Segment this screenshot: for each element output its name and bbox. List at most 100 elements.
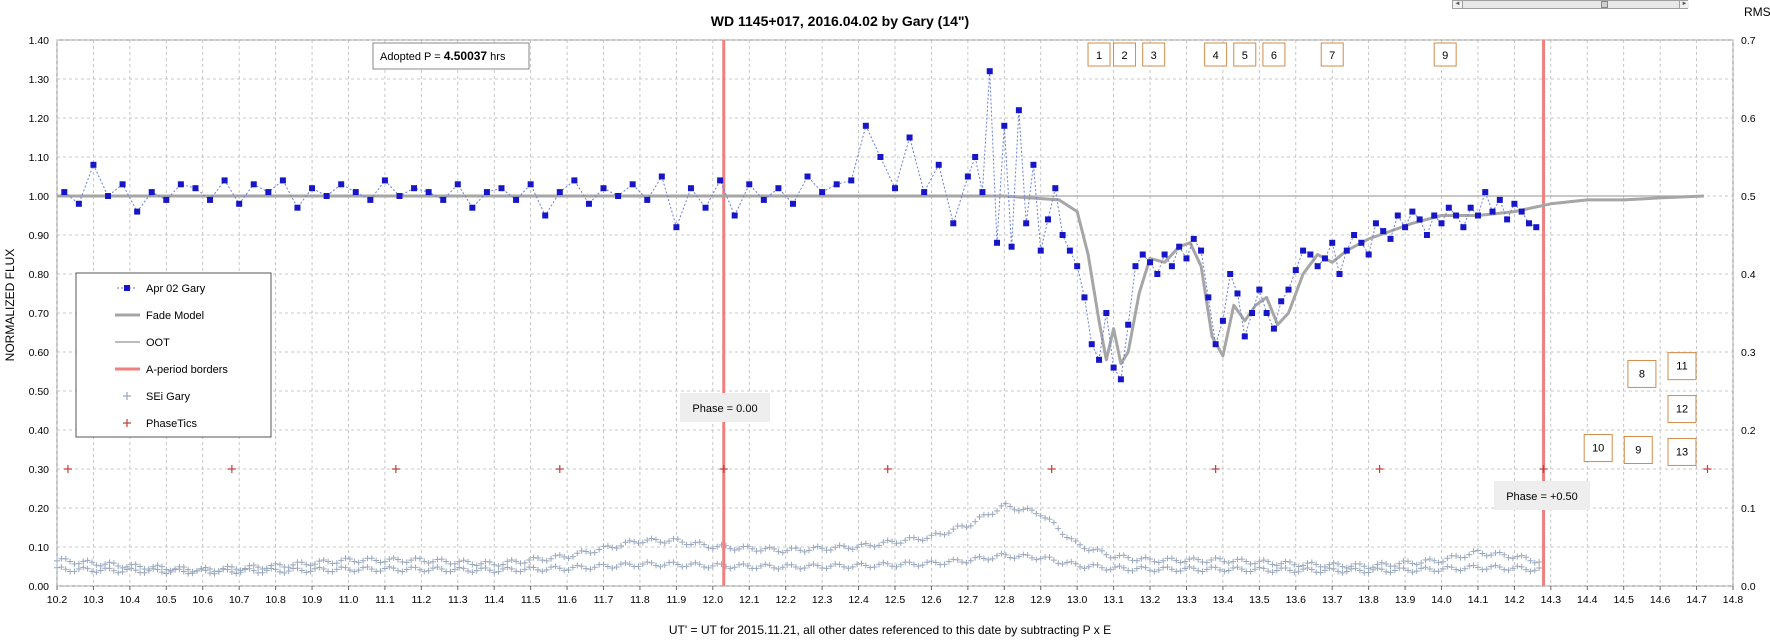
sei-marker (683, 563, 690, 570)
y-tick-label: 0.80 (29, 269, 50, 281)
sei-marker (1238, 566, 1245, 573)
sei-marker (425, 567, 432, 574)
flux-point (600, 185, 607, 192)
sei-marker (736, 561, 743, 568)
sei-marker (215, 568, 222, 575)
flux-point (542, 212, 549, 219)
sei-marker (1217, 555, 1223, 562)
sei-marker (779, 564, 786, 571)
sei-marker (1466, 562, 1473, 569)
sei-marker (1081, 545, 1088, 552)
sei-marker (320, 556, 327, 563)
y-tick-label: 0.90 (29, 230, 50, 242)
sei-marker (163, 570, 170, 577)
scroll-left-icon[interactable]: ◄ (1453, 1, 1463, 8)
flux-point (1438, 220, 1445, 227)
flux-point (1504, 216, 1511, 223)
phase-tic-marker (391, 465, 400, 473)
sei-marker (381, 565, 388, 572)
event-box (1233, 42, 1257, 67)
flux-point (1533, 224, 1540, 231)
event-box (1087, 42, 1111, 67)
phase-tic-marker (63, 465, 72, 473)
x-tick-label: 10.4 (120, 594, 141, 606)
sei-marker (1098, 564, 1105, 571)
flux-point (396, 193, 403, 199)
sei-marker (985, 556, 992, 563)
phase-tic-marker (1047, 465, 1056, 473)
flux-point (1045, 216, 1052, 223)
sei-marker (849, 546, 856, 553)
sei-marker (1160, 557, 1167, 564)
sei-marker (959, 559, 966, 566)
sei-marker (578, 563, 585, 570)
event-box-label: 2 (1121, 50, 1127, 62)
sei-marker (421, 568, 428, 575)
sei-marker (333, 566, 340, 573)
event-box (1583, 434, 1613, 463)
sei-marker (1011, 555, 1018, 562)
flux-point (1117, 376, 1124, 383)
sei-marker (994, 552, 1001, 559)
flux-point (1205, 294, 1212, 301)
sei-marker (819, 545, 826, 552)
sei-marker (591, 549, 598, 556)
sei-marker (740, 560, 747, 567)
scrollbar-widget[interactable]: ◄ ► (1452, 0, 1689, 9)
flux-point (1081, 294, 1088, 301)
x-tick-label: 11.2 (412, 594, 432, 606)
flux-point (134, 208, 141, 215)
flux-series (61, 68, 1540, 383)
sei-marker (670, 559, 677, 566)
scroll-right-icon[interactable]: ► (1679, 1, 1689, 8)
flux-point (1066, 247, 1073, 254)
sei-marker (578, 547, 585, 554)
sei-marker (1361, 563, 1368, 570)
sei-marker (1046, 554, 1053, 561)
sei-marker (1094, 546, 1101, 553)
sei-marker (1348, 565, 1355, 572)
sei-marker (451, 560, 458, 567)
flux-point (1285, 286, 1292, 293)
flux-point (279, 177, 286, 184)
sei-marker (1050, 557, 1057, 564)
sei-marker (871, 543, 878, 550)
sei-marker (757, 562, 764, 569)
sei-marker (626, 561, 633, 568)
sei-marker (473, 567, 480, 574)
sei-marker (110, 567, 117, 574)
sei-marker (784, 547, 791, 554)
sei-marker (228, 563, 235, 570)
flux-point (848, 177, 855, 184)
sei-marker (360, 557, 367, 564)
sei-marker (679, 539, 686, 546)
y-tick-label: 1.30 (29, 74, 50, 86)
sei-marker (119, 568, 126, 575)
sei-marker (1251, 566, 1258, 573)
flux-point (90, 161, 97, 168)
sei-marker (1383, 568, 1390, 575)
sei-marker (1461, 554, 1468, 561)
sei-marker (884, 560, 891, 567)
sei-marker (1291, 569, 1298, 576)
event-box-label: 4 (1213, 50, 1219, 62)
sei-marker (1028, 507, 1035, 514)
sei-marker (1063, 559, 1070, 566)
sei-marker (84, 557, 91, 564)
sei-marker (1094, 562, 1101, 569)
sei-marker (1536, 565, 1543, 572)
flux-point (775, 185, 782, 192)
sei-marker (652, 536, 659, 543)
sei-marker (1400, 565, 1407, 572)
sei-marker (97, 567, 104, 574)
sei-marker (1125, 554, 1132, 561)
y-axis-ticks: 0.00 0.10 0.20 0.30 0.40 0.50 0.60 0.70 0.80 0.90… (29, 35, 50, 593)
sei-marker (552, 563, 559, 570)
sei-marker (1273, 567, 1280, 574)
flux-point (819, 189, 826, 196)
sei-marker (1212, 564, 1219, 571)
sei-marker (198, 566, 205, 573)
sei-marker (994, 507, 1001, 514)
sei-marker (495, 568, 502, 575)
scroll-thumb[interactable] (1601, 1, 1608, 8)
